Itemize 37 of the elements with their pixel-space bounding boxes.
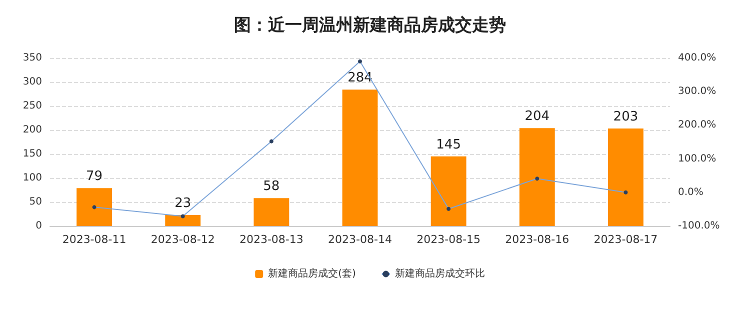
- y2-tick-label: -100.0%: [678, 220, 720, 232]
- y-tick-label: 50: [29, 196, 42, 208]
- data-label: 204: [524, 109, 550, 124]
- data-label: 58: [263, 179, 280, 194]
- y2-tick-label: 100.0%: [678, 153, 716, 164]
- y-tick-label: 200: [22, 124, 42, 136]
- y-tick-label: 0: [36, 220, 42, 232]
- x-tick-label: 2023-08-13: [239, 233, 304, 246]
- y2-tick-label: 300.0%: [678, 86, 716, 98]
- y-tick-label: 100: [22, 172, 42, 184]
- y-tick-label: 350: [22, 52, 42, 64]
- y2-tick-label: 200.0%: [678, 120, 716, 131]
- data-label: 23: [174, 196, 192, 211]
- data-label: 79: [86, 169, 103, 184]
- bar: [76, 188, 112, 226]
- bar: [519, 128, 555, 226]
- chart-title: 图：近一周温州新建商品房成交走势: [234, 16, 506, 36]
- x-tick-label: 2023-08-17: [594, 233, 658, 246]
- y2-tick-label: 400.0%: [678, 52, 716, 64]
- y-tick-label: 150: [22, 148, 42, 160]
- y-tick-label: 250: [22, 100, 42, 112]
- x-tick-label: 2023-08-14: [328, 233, 392, 246]
- x-tick-label: 2023-08-15: [416, 233, 481, 246]
- bar: [608, 128, 644, 226]
- y-tick-label: 300: [22, 76, 42, 88]
- bar: [430, 156, 466, 226]
- x-tick-label: 2023-08-16: [505, 233, 570, 246]
- bar: [165, 214, 201, 226]
- x-tick-label: 2023-08-11: [62, 233, 126, 246]
- legend-label: 新建商品房成交环比: [394, 268, 485, 280]
- legend-label: 新建商品房成交(套): [268, 268, 356, 280]
- bar: [254, 198, 290, 226]
- bar: [342, 90, 378, 226]
- data-label: 145: [436, 137, 461, 152]
- y2-tick-label: 0.0%: [678, 186, 704, 198]
- x-tick-label: 2023-08-12: [150, 233, 215, 246]
- data-label: 203: [613, 110, 638, 125]
